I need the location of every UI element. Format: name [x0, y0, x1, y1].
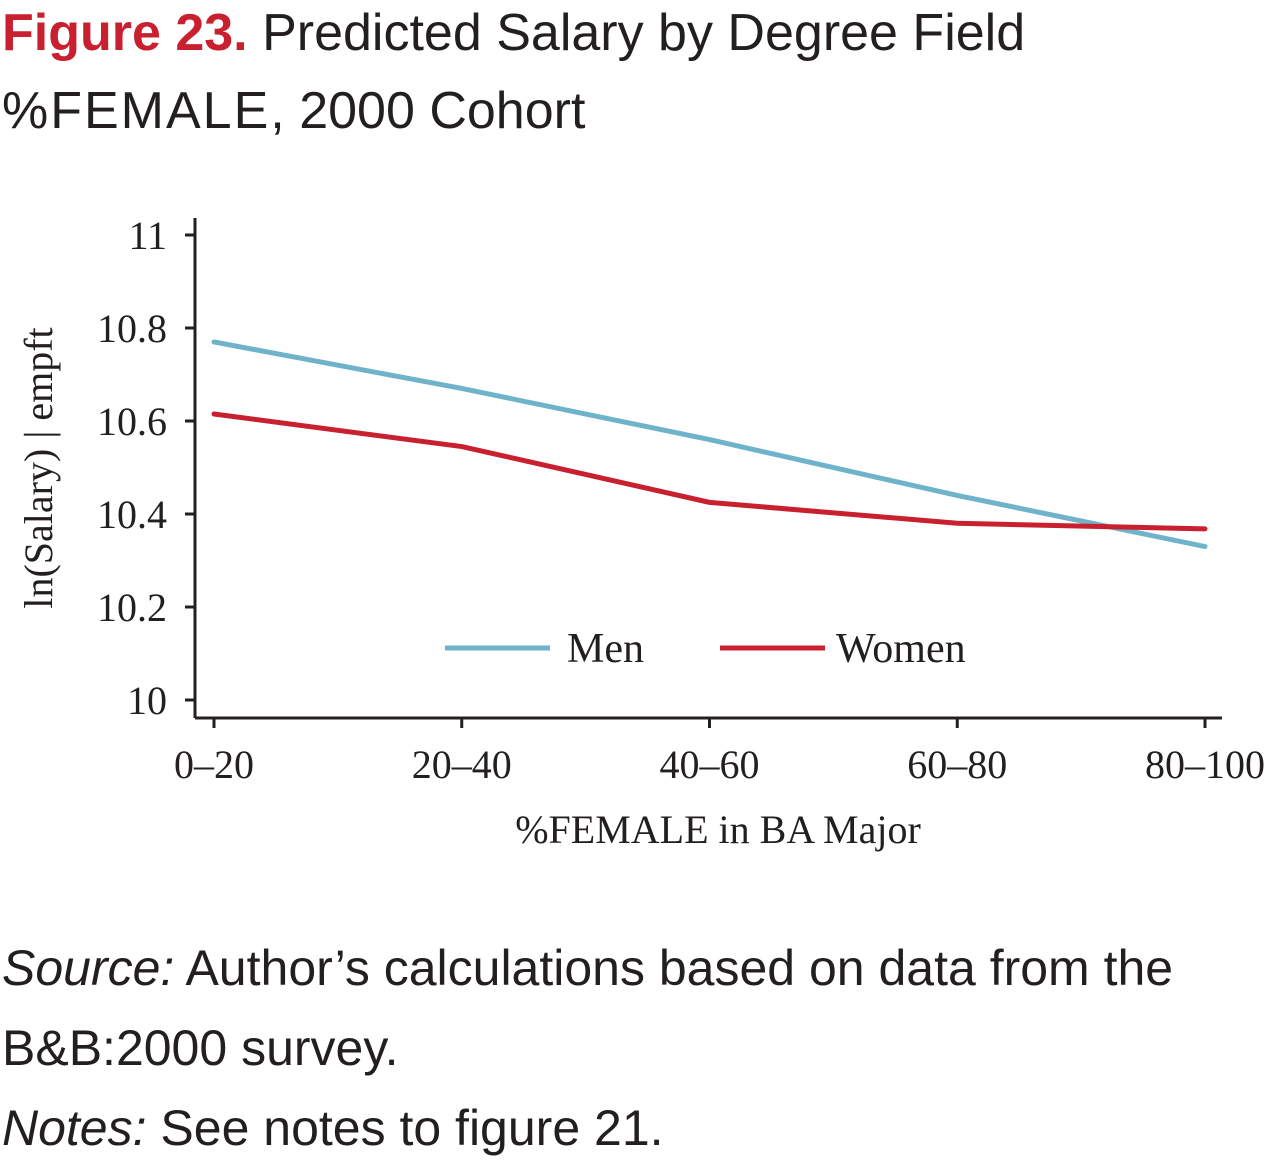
x-tick-label: 40–60	[660, 742, 760, 787]
figure-subtitle-line: %FEMALE, 2000 Cohort	[2, 72, 1025, 150]
figure-title: Predicted Salary by Degree Field	[262, 4, 1025, 62]
y-tick-label: 10.2	[97, 585, 167, 630]
legend-label-men: Men	[567, 626, 644, 672]
figure-header: Figure 23. Predicted Salary by Degree Fi…	[2, 0, 1025, 150]
figure-subtitle: , 2000 Cohort	[270, 82, 585, 140]
figure-title-line: Figure 23. Predicted Salary by Degree Fi…	[2, 0, 1025, 72]
series-line-women	[214, 414, 1205, 529]
y-axis-title: ln(Salary) | empft	[16, 327, 61, 608]
x-tick-label: 60–80	[907, 742, 1007, 787]
legend-label-women: Women	[836, 626, 966, 672]
x-axis-title: %FEMALE in BA Major	[515, 807, 921, 852]
x-tick-label: 0–20	[174, 742, 254, 787]
y-tick-label: 10.6	[97, 399, 167, 444]
x-tick-label: 80–100	[1145, 742, 1265, 787]
source-label: Source:	[2, 940, 174, 996]
line-chart: 10 10.2 10.4 10.6 10.8 11 0–20 20–40 40–60 60–80 8…	[0, 200, 1280, 860]
notes-text: See notes to figure 21.	[147, 1100, 664, 1156]
notes-label: Notes:	[2, 1100, 147, 1156]
series-line-men	[214, 342, 1205, 547]
figure-subtitle-smallcaps: %FEMALE	[2, 82, 270, 140]
figure-label: Figure 23.	[2, 4, 248, 62]
y-tick-label: 11	[128, 213, 167, 258]
y-tick-label: 10	[127, 678, 167, 723]
y-tick-label: 10.8	[97, 306, 167, 351]
source-text: Author’s calculations based on data from…	[2, 940, 1173, 1076]
source-note: Source: Author’s calculations based on d…	[2, 928, 1272, 1088]
notes-note: Notes: See notes to figure 21.	[2, 1088, 1272, 1168]
y-tick-label: 10.4	[97, 492, 167, 537]
figure-footer: Source: Author’s calculations based on d…	[2, 928, 1272, 1168]
x-tick-label: 20–40	[412, 742, 512, 787]
